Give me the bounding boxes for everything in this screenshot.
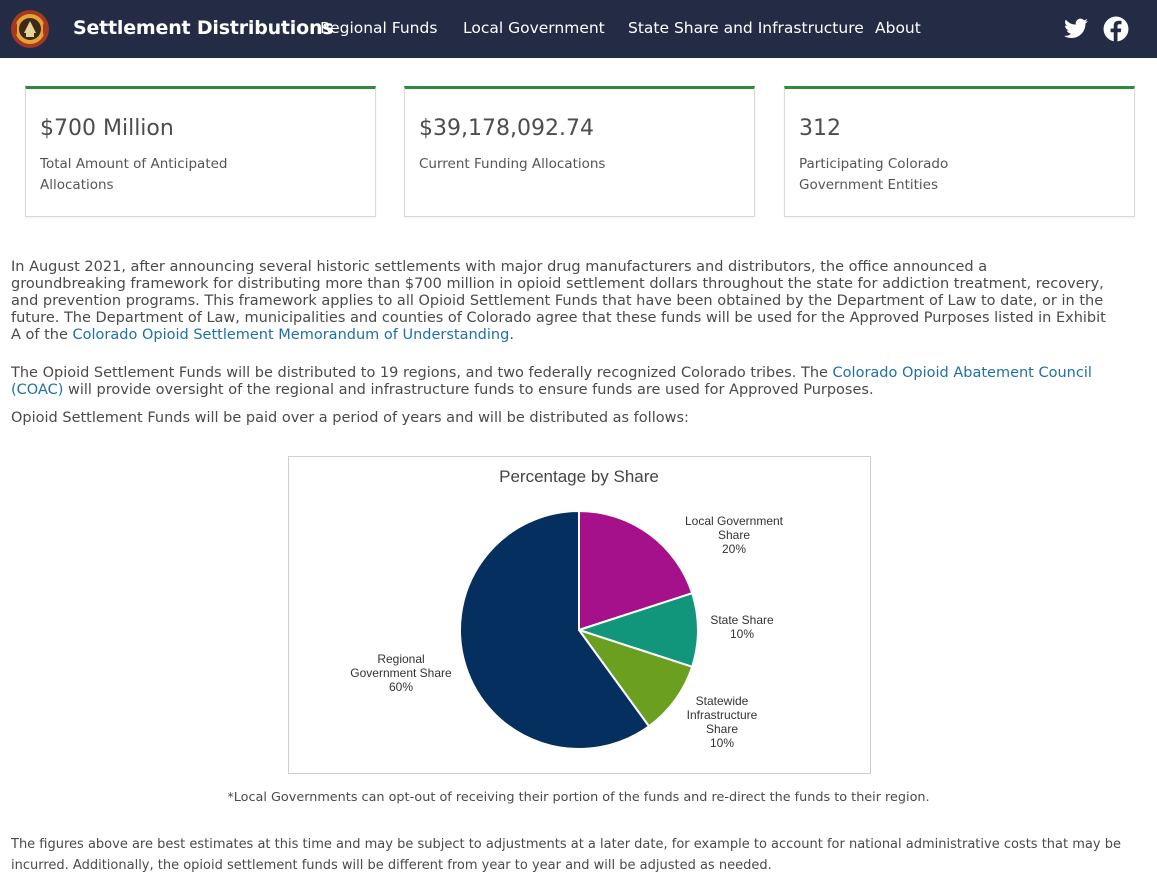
stat-label: Total Amount of Anticipated Allocations (40, 156, 228, 193)
pie-slice[interactable] (575, 591, 699, 669)
pie-slice[interactable] (459, 509, 651, 750)
estimates-disclaimer: The figures above are best estimates at … (11, 837, 1121, 873)
intro-paragraph-2: The Opioid Settlement Funds will be dist… (11, 365, 1116, 399)
stat-card-participating-entities: 312 Participating Colorado Government En… (784, 86, 1135, 217)
mou-link[interactable]: Colorado Opioid Settlement Memorandum of… (72, 327, 510, 343)
facebook-icon[interactable] (1103, 16, 1129, 42)
stat-card-total-anticipated: $700 Million Total Amount of Anticipated… (25, 86, 376, 217)
stat-label: Participating Colorado Government Entiti… (799, 156, 949, 193)
stat-value: $700 Million (40, 116, 174, 141)
nav-about[interactable]: About (875, 19, 921, 37)
twitter-icon[interactable] (1063, 16, 1089, 42)
stat-card-current-funding: $39,178,092.74 Current Funding Allocatio… (404, 86, 755, 217)
site-title[interactable]: Settlement Distributions (73, 17, 334, 39)
stat-value: 312 (799, 116, 841, 141)
nav-regional-funds[interactable]: Regional Funds (320, 19, 438, 37)
colorado-seal-logo[interactable] (10, 9, 50, 49)
intro-text: The Opioid Settlement Funds will be dist… (11, 365, 833, 381)
stat-value: $39,178,092.74 (419, 116, 594, 141)
intro-text-end: . (509, 327, 514, 343)
intro-text: In August 2021, after announcing several… (11, 259, 1106, 343)
pie-slice-label: Statewide Infrastructure Share 10% (687, 694, 758, 750)
opt-out-footnote: *Local Governments can opt-out of receiv… (227, 790, 930, 805)
nav-state-share-infrastructure[interactable]: State Share and Infrastructure (628, 19, 864, 37)
stat-label: Current Funding Allocations (419, 156, 606, 172)
intro-text-end: will provide oversight of the regional a… (63, 382, 874, 398)
pie-slice-label: Local Government Share 20% (685, 514, 784, 556)
pie-slice[interactable] (578, 509, 694, 632)
intro-paragraph-3: Opioid Settlement Funds will be paid ove… (11, 410, 689, 426)
chart-title: Percentage by Share (499, 467, 659, 486)
pie-slice[interactable] (576, 628, 694, 728)
intro-paragraph-1: In August 2021, after announcing several… (11, 259, 1106, 344)
nav-local-government[interactable]: Local Government (463, 19, 605, 37)
pie-chart: Percentage by Share Local Government Shar… (350, 467, 784, 750)
pie-slice-label: Regional Government Share 60% (350, 652, 452, 694)
coac-link[interactable]: Colorado Opioid Abatement Council (COAC) (11, 365, 1092, 398)
pie-slice-label: State Share 10% (710, 613, 774, 641)
top-navigation-bar: Settlement Distributions Regional Funds … (0, 0, 1157, 58)
pie-chart-panel: Percentage by Share Local Government Shar… (288, 456, 871, 774)
